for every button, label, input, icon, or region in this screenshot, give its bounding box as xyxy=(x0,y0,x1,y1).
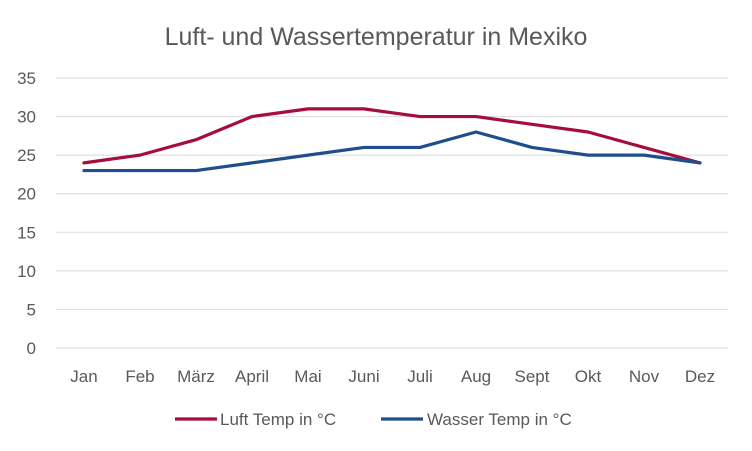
legend-item: Luft Temp in °C xyxy=(175,410,336,429)
y-tick-label: 35 xyxy=(17,69,36,88)
x-tick-label: Aug xyxy=(461,367,491,386)
x-tick-label: Nov xyxy=(629,367,660,386)
x-tick-label: März xyxy=(177,367,215,386)
legend-item: Wasser Temp in °C xyxy=(381,410,572,429)
y-tick-label: 20 xyxy=(17,185,36,204)
x-tick-label: Dez xyxy=(685,367,715,386)
legend-label: Luft Temp in °C xyxy=(220,410,336,429)
y-axis-ticks: 0 5 10 15 20 25 30 35 xyxy=(17,69,36,358)
x-axis-ticks: Jan Feb März April Mai Juni Juli Aug Sept Okt Nov D… xyxy=(70,367,715,386)
legend: Luft Temp in °C Wasser Temp in °C xyxy=(175,410,572,429)
y-tick-label: 5 xyxy=(27,300,36,319)
x-tick-label: April xyxy=(235,367,269,386)
series-line-wasser xyxy=(82,130,702,173)
x-tick-label: Juni xyxy=(348,367,379,386)
y-tick-label: 15 xyxy=(17,223,36,242)
x-tick-label: Mai xyxy=(294,367,321,386)
legend-label: Wasser Temp in °C xyxy=(427,410,572,429)
x-tick-label: Sept xyxy=(515,367,550,386)
series-lines xyxy=(82,107,702,173)
y-tick-label: 0 xyxy=(27,339,36,358)
x-tick-label: Jan xyxy=(70,367,97,386)
gridlines xyxy=(56,77,728,349)
y-tick-label: 10 xyxy=(17,262,36,281)
y-tick-label: 30 xyxy=(17,108,36,127)
series-line-luft xyxy=(82,107,702,165)
chart-title: Luft- und Wassertemperatur in Mexiko xyxy=(165,23,588,51)
x-tick-label: Juli xyxy=(407,367,433,386)
x-tick-label: Okt xyxy=(575,367,602,386)
x-tick-label: Feb xyxy=(125,367,154,386)
y-tick-label: 25 xyxy=(17,146,36,165)
